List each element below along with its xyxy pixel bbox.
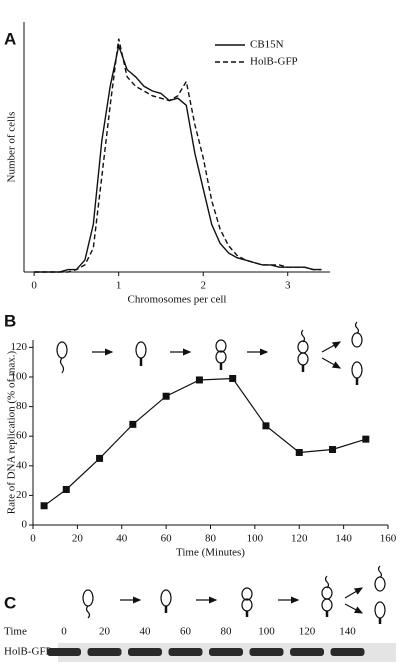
data-point — [62, 485, 70, 493]
lane-time: 100 — [258, 626, 275, 638]
x-tick-label: 1 — [116, 280, 122, 292]
x-axis-label: Time (Minutes) — [176, 547, 245, 559]
blot-band — [330, 648, 365, 656]
x-tick-label: 120 — [291, 533, 308, 545]
data-point — [96, 454, 104, 462]
legend-label: CB15N — [250, 39, 284, 51]
data-point — [40, 502, 48, 510]
y-axis-label: Number of cells — [6, 112, 18, 183]
x-axis-label: Chromosomes per cell — [128, 294, 227, 306]
data-point — [262, 422, 270, 430]
x-tick-label: 80 — [205, 533, 217, 545]
x-tick-label: 160 — [380, 533, 397, 545]
blot-band — [87, 648, 122, 656]
lane-time: 40 — [140, 626, 152, 638]
blot-band — [128, 648, 162, 656]
y-tick-label: 40 — [16, 459, 28, 471]
data-point — [162, 392, 170, 400]
blot-band — [249, 648, 284, 656]
y-tick-label: 0 — [22, 519, 28, 531]
x-tick-label: 2 — [200, 280, 206, 292]
blot-band — [47, 648, 81, 656]
y-tick-label: 100 — [11, 371, 28, 383]
data-line — [34, 38, 322, 273]
data-point — [362, 435, 370, 443]
data-point — [195, 376, 203, 384]
y-axis-label: Rate of DNA replication (% of max.) — [6, 350, 18, 514]
legend-label: HolB-GFP — [250, 56, 298, 68]
y-tick-label: 20 — [16, 489, 28, 501]
data-point — [295, 448, 303, 456]
lane-time: 20 — [99, 626, 111, 638]
data-point — [229, 374, 237, 382]
row-title: Time — [4, 626, 27, 638]
data-point — [329, 446, 337, 454]
data-line — [43, 377, 366, 507]
blot-band — [209, 648, 243, 656]
x-tick-label: 100 — [247, 533, 264, 545]
x-tick-label: 140 — [335, 533, 352, 545]
panel-label: C — [4, 593, 16, 612]
x-tick-label: 0 — [30, 533, 36, 545]
blot-band — [168, 648, 203, 656]
blot-band — [290, 648, 324, 656]
lane-time: 140 — [339, 626, 356, 638]
y-tick-label: 60 — [16, 430, 28, 442]
lane-label: HolB-GFP — [4, 646, 52, 658]
lane-time: 120 — [299, 626, 316, 638]
cell-cycle-icons-c — [82, 565, 386, 624]
x-tick-label: 20 — [72, 533, 84, 545]
y-tick-label: 80 — [16, 400, 28, 412]
data-line — [34, 43, 322, 273]
panel-label: A — [4, 29, 16, 48]
panel-label: B — [4, 311, 16, 330]
lane-time: 80 — [221, 626, 233, 638]
cell-cycle-icons-b — [56, 321, 363, 385]
data-point — [129, 420, 137, 428]
x-tick-label: 0 — [31, 280, 37, 292]
x-tick-label: 3 — [285, 280, 291, 292]
lane-time: 0 — [61, 626, 67, 638]
lane-time: 60 — [180, 626, 192, 638]
x-tick-label: 60 — [161, 533, 173, 545]
x-tick-label: 40 — [116, 533, 128, 545]
y-tick-label: 120 — [11, 341, 28, 353]
